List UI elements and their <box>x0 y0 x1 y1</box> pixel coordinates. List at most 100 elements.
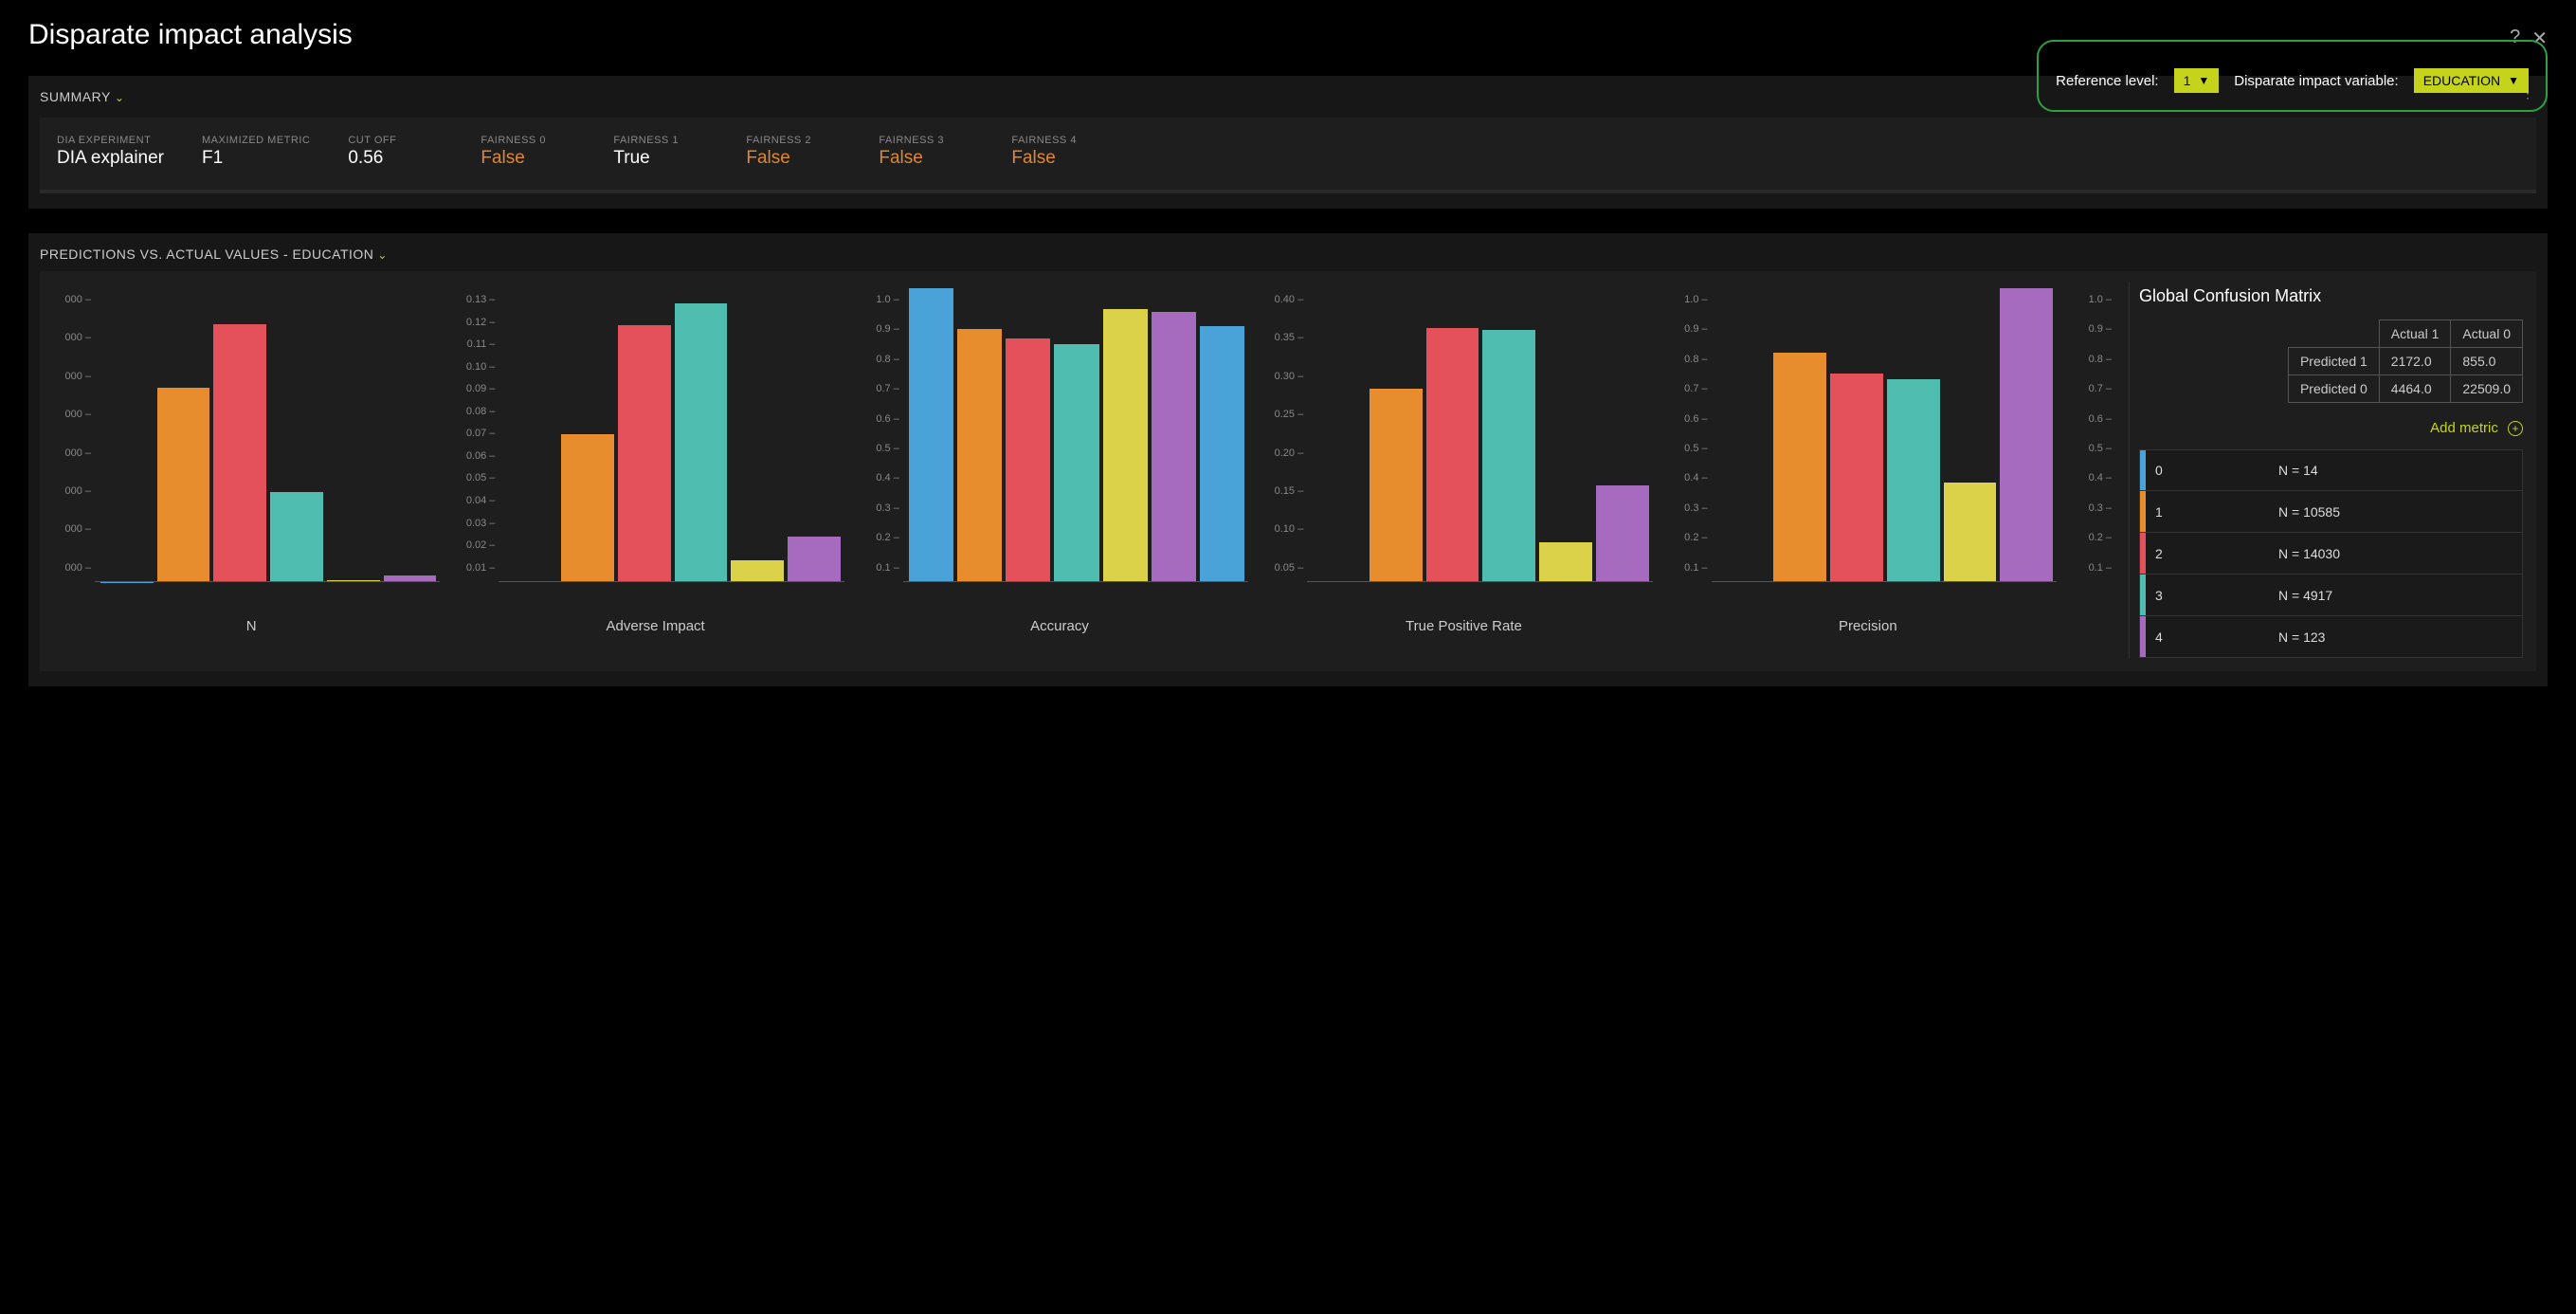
plus-icon: + <box>2508 421 2523 436</box>
summary-value: False <box>879 148 973 169</box>
summary-value: False <box>1011 148 1106 169</box>
summary-value: False <box>481 148 575 169</box>
chart: 1.0 –0.9 –0.8 –0.7 –0.6 –0.5 –0.4 –0.3 –… <box>2072 283 2129 658</box>
chart-title: Adverse Impact <box>461 618 849 634</box>
chart-bar <box>618 325 671 582</box>
chevron-down-icon: ⌄ <box>377 248 388 262</box>
chart-bar <box>1539 542 1592 582</box>
table-header: Actual 0 <box>2451 320 2523 348</box>
chart-bar <box>1596 485 1649 582</box>
legend-row[interactable]: 4 N = 123 <box>2139 616 2523 658</box>
legend-row[interactable]: 3 N = 4917 <box>2139 575 2523 616</box>
legend-row[interactable]: 2 N = 14030 <box>2139 533 2523 575</box>
chart-bar <box>2000 288 2053 582</box>
summary-item: FAIRNESS 1 True <box>613 135 708 169</box>
legend-key: 4 <box>2146 630 2278 645</box>
summary-label: CUT OFF <box>348 135 443 146</box>
legend-value: N = 4917 <box>2278 588 2332 603</box>
chart: 0.13 –0.12 –0.11 –0.10 –0.09 –0.08 –0.07… <box>455 283 859 658</box>
chart-bar <box>1103 309 1148 582</box>
summary-label: MAXIMIZED METRIC <box>202 135 310 146</box>
chart-bar <box>1054 344 1098 582</box>
chart-bar <box>1152 312 1196 582</box>
chart: 1.0 –0.9 –0.8 –0.7 –0.6 –0.5 –0.4 –0.3 –… <box>860 283 1263 658</box>
chart-bar <box>675 303 728 582</box>
chart-bar <box>1426 328 1479 582</box>
summary-label: FAIRNESS 4 <box>1011 135 1106 146</box>
legend-key: 3 <box>2146 588 2278 603</box>
summary-item: FAIRNESS 3 False <box>879 135 973 169</box>
legend-row[interactable]: 1 N = 10585 <box>2139 491 2523 533</box>
summary-value: DIA explainer <box>57 148 164 169</box>
legend-key: 1 <box>2146 504 2278 520</box>
chevron-down-icon: ▼ <box>2508 74 2519 87</box>
confusion-matrix-title: Global Confusion Matrix <box>2139 286 2523 306</box>
table-cell: 4464.0 <box>2379 375 2451 403</box>
table-cell: 855.0 <box>2451 348 2523 375</box>
chart-bar <box>1773 353 1826 582</box>
chart-bar <box>1370 389 1423 582</box>
right-column: Global Confusion Matrix Actual 1 Actual … <box>2129 283 2536 658</box>
chart: 0.40 –0.35 –0.30 –0.25 –0.20 –0.15 –0.10… <box>1263 283 1667 658</box>
summary-item: FAIRNESS 2 False <box>746 135 841 169</box>
chart-title: Accuracy <box>865 618 1254 634</box>
legend-key: 0 <box>2146 463 2278 478</box>
table-header: Actual 1 <box>2379 320 2451 348</box>
chart-bar <box>1944 483 1997 582</box>
summary-item: FAIRNESS 0 False <box>481 135 575 169</box>
chart-title: Precision <box>1674 618 2062 634</box>
predictions-panel: PREDICTIONS VS. ACTUAL VALUES - EDUCATIO… <box>28 233 2548 686</box>
summary-label: FAIRNESS 0 <box>481 135 575 146</box>
chart-title: N <box>57 618 445 634</box>
table-cell: 2172.0 <box>2379 348 2451 375</box>
legend-row[interactable]: 0 N = 14 <box>2139 449 2523 491</box>
summary-item: CUT OFF 0.56 <box>348 135 443 169</box>
chart-bar <box>270 492 323 582</box>
confusion-matrix-table: Actual 1 Actual 0 Predicted 1 2172.0 855… <box>2288 319 2523 403</box>
chart-title: True Positive Rate <box>1269 618 1658 634</box>
table-cell: 22509.0 <box>2451 375 2523 403</box>
summary-label: FAIRNESS 2 <box>746 135 841 146</box>
legend-value: N = 14030 <box>2278 546 2340 561</box>
controls-callout: Reference level: 1 ▼ Disparate impact va… <box>2037 40 2548 112</box>
chart-bar <box>957 329 1002 582</box>
chart: 000 –000 –000 –000 –000 –000 –000 –000 –… <box>51 283 455 658</box>
summary-row: DIA EXPERIMENT DIA explainer MAXIMIZED ME… <box>40 118 2536 193</box>
summary-value: 0.56 <box>348 148 443 169</box>
legend: 0 N = 14 1 N = 10585 2 N = 14030 3 N = 4… <box>2139 449 2523 658</box>
summary-label: FAIRNESS 1 <box>613 135 708 146</box>
chart-bar <box>213 324 266 582</box>
chart-bar <box>561 434 614 582</box>
legend-value: N = 14 <box>2278 463 2318 478</box>
chart-bar <box>1006 338 1050 582</box>
chart-bar <box>788 537 841 582</box>
summary-label: FAIRNESS 3 <box>879 135 973 146</box>
chart-bar <box>1887 379 1940 582</box>
chart: 1.0 –0.9 –0.8 –0.7 –0.6 –0.5 –0.4 –0.3 –… <box>1668 283 2072 658</box>
table-row-label: Predicted 0 <box>2288 375 2379 403</box>
chevron-down-icon: ⌄ <box>115 91 125 104</box>
chart-bar <box>1482 330 1535 582</box>
chart-bar <box>1830 374 1883 582</box>
chevron-down-icon: ▼ <box>2198 74 2209 87</box>
predictions-header[interactable]: PREDICTIONS VS. ACTUAL VALUES - EDUCATIO… <box>40 243 2536 271</box>
chart-bar <box>157 388 210 582</box>
summary-item: DIA EXPERIMENT DIA explainer <box>57 135 164 169</box>
reference-level-label: Reference level: <box>2056 73 2158 89</box>
legend-value: N = 123 <box>2278 630 2325 645</box>
reference-level-select[interactable]: 1 ▼ <box>2174 68 2220 93</box>
summary-value: False <box>746 148 841 169</box>
summary-label: DIA EXPERIMENT <box>57 135 164 146</box>
disparate-variable-select[interactable]: EDUCATION ▼ <box>2414 68 2529 93</box>
add-metric-button[interactable]: Add metric + <box>2139 420 2523 436</box>
reference-level-value: 1 <box>2184 73 2191 88</box>
summary-value: True <box>613 148 708 169</box>
disparate-variable-value: EDUCATION <box>2423 73 2500 88</box>
chart-bar <box>909 288 953 582</box>
summary-item: FAIRNESS 4 False <box>1011 135 1106 169</box>
summary-item: MAXIMIZED METRIC F1 <box>202 135 310 169</box>
table-row-label: Predicted 1 <box>2288 348 2379 375</box>
legend-value: N = 10585 <box>2278 504 2340 520</box>
chart-bar <box>731 560 784 582</box>
disparate-variable-label: Disparate impact variable: <box>2234 73 2398 89</box>
